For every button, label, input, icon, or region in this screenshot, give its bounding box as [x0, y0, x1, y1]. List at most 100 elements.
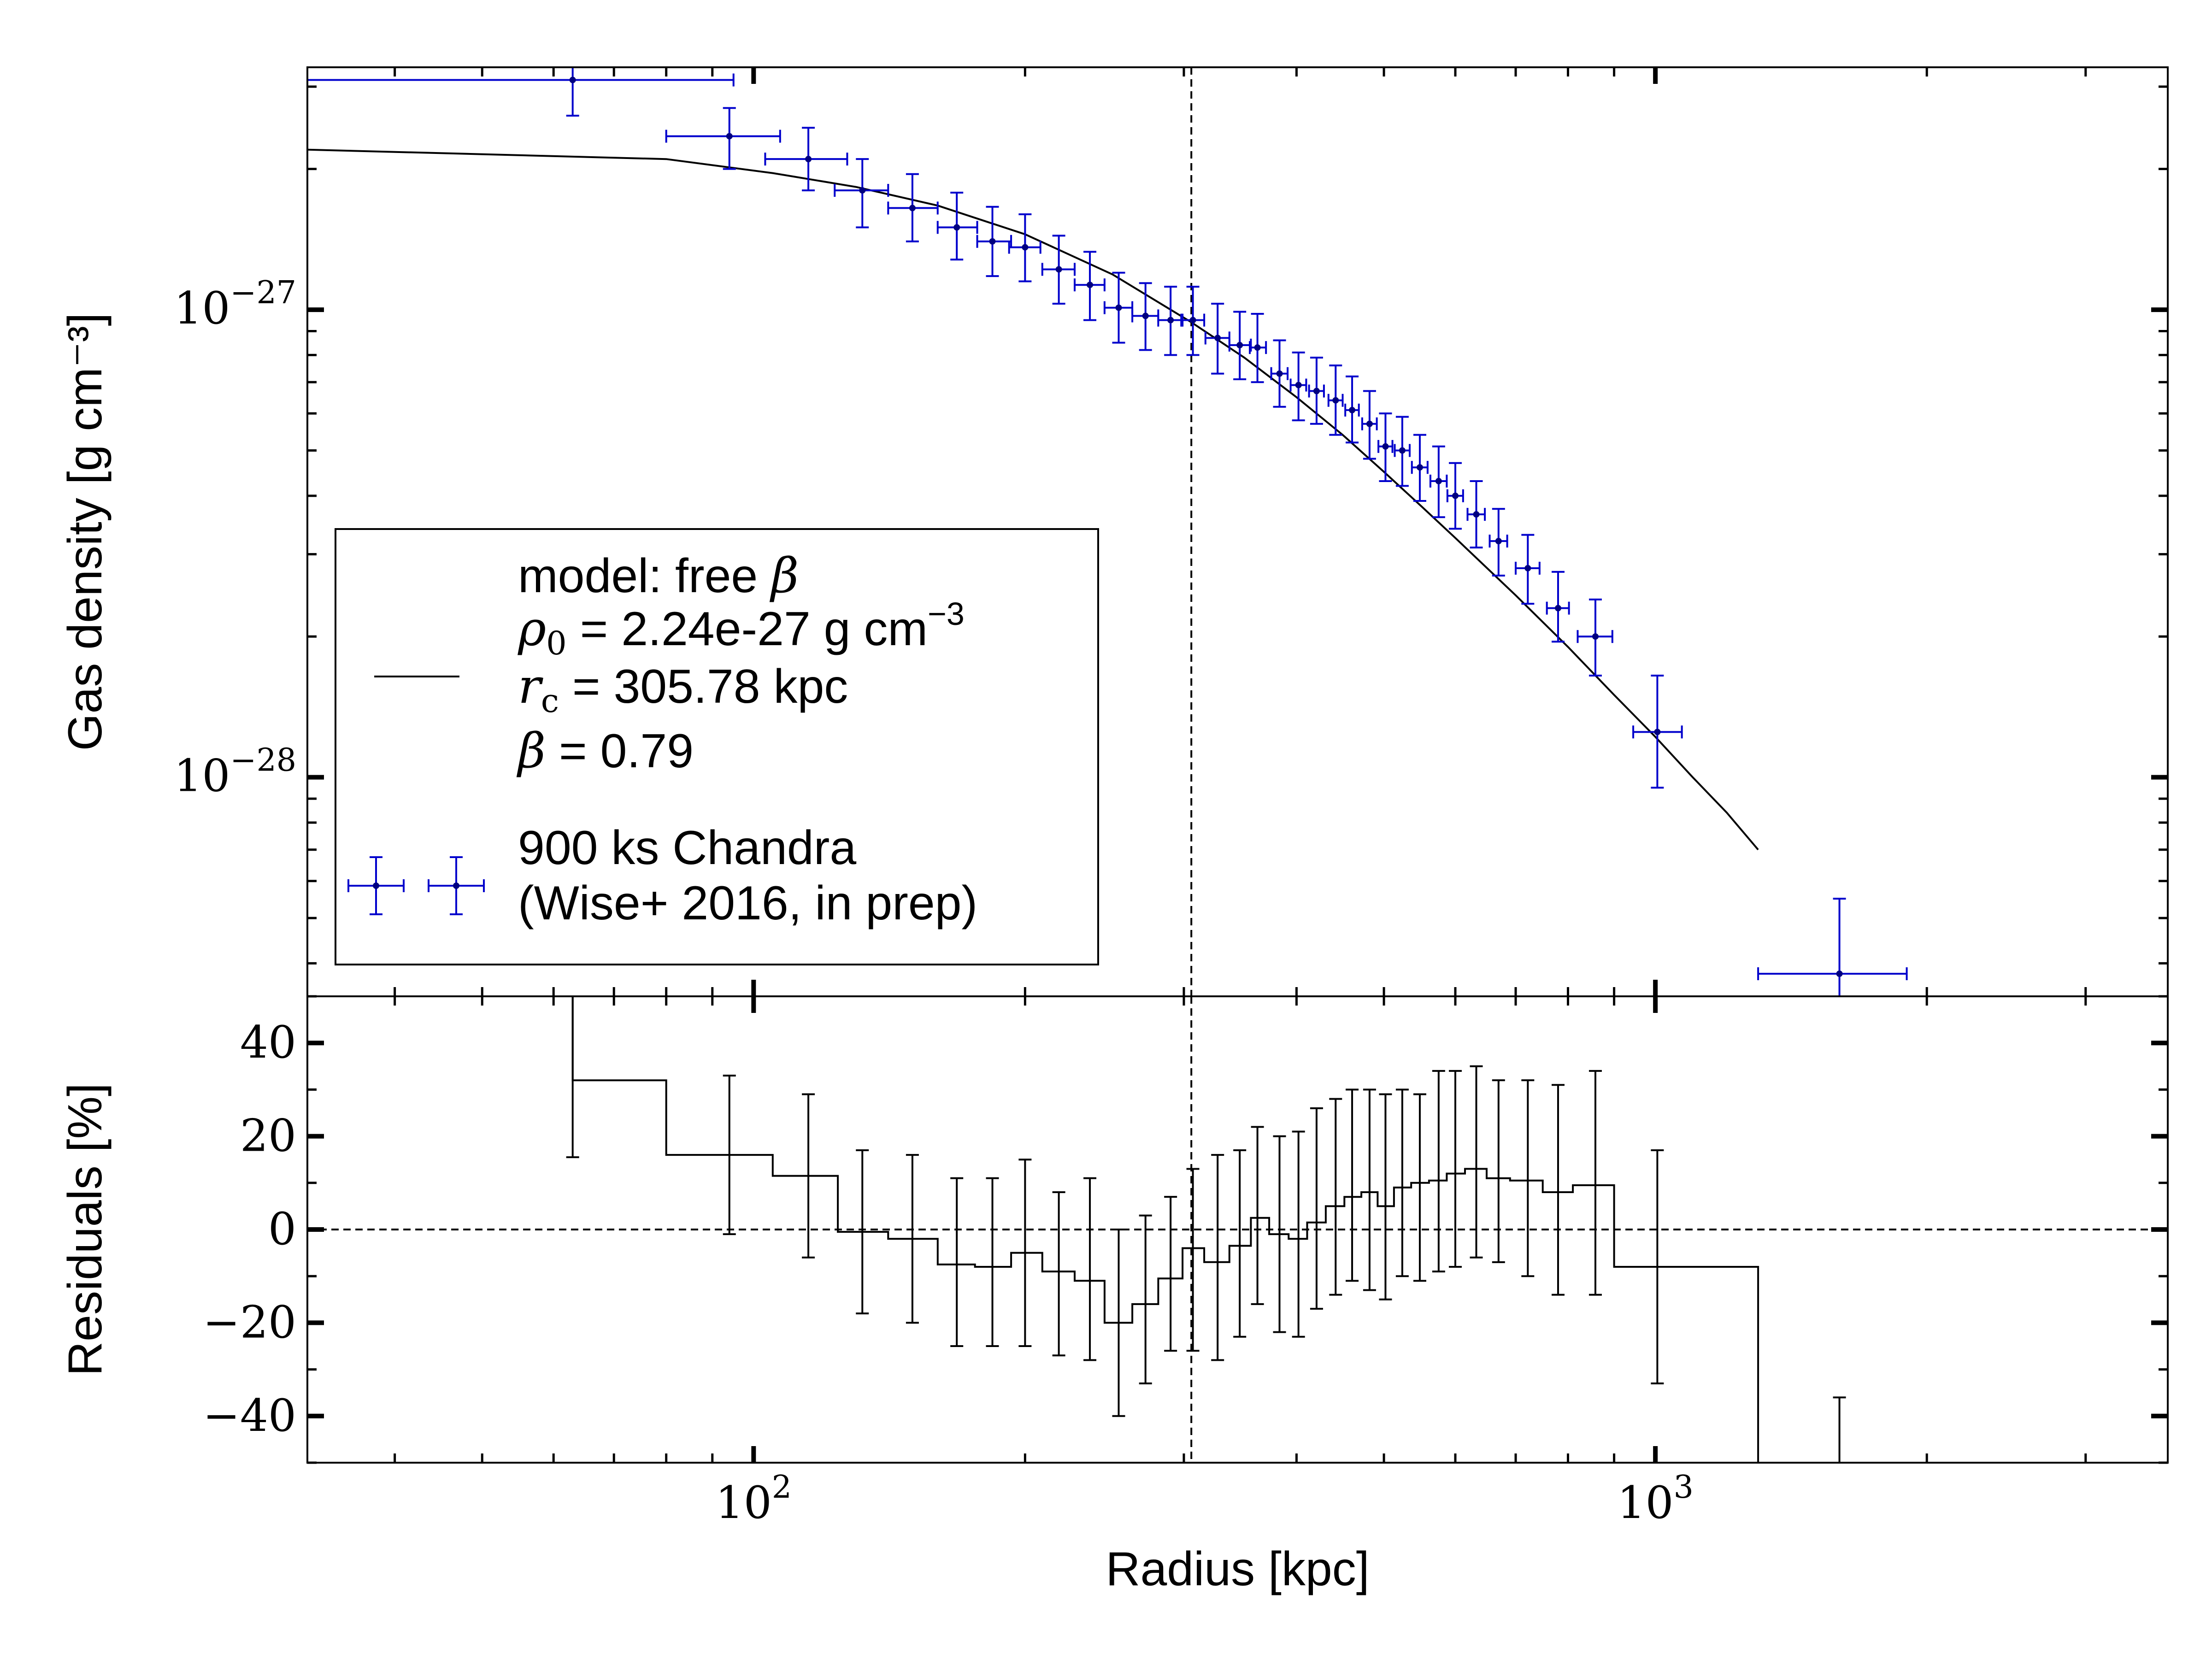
residual-error-bar: [1588, 1070, 1602, 1296]
data-marker: [1366, 420, 1373, 427]
data-point: [1308, 356, 1325, 425]
data-marker: [1382, 443, 1389, 450]
residuals-y-axis-label: Residuals [%]: [59, 1083, 112, 1376]
legend: model: free βρ0 = 2.24e-27 g cm−3rc = 30…: [335, 528, 1099, 965]
residual-error-bar: [1164, 1196, 1177, 1352]
residual-error-bar: [1395, 1088, 1409, 1277]
legend-data-swatch: [347, 856, 405, 915]
data-point: [1377, 412, 1394, 482]
residual-error-bar: [1551, 1084, 1565, 1296]
residual-error-bar: [1363, 1088, 1376, 1291]
data-marker: [1399, 447, 1406, 454]
data-point: [1180, 286, 1206, 356]
y-tick-label: 10−28: [174, 742, 296, 802]
data-point: [1204, 303, 1230, 375]
x-tick-label: 103: [1617, 1469, 1693, 1529]
data-point: [1103, 271, 1134, 344]
residual-error-bar: [1329, 1098, 1342, 1296]
data-marker: [1524, 565, 1531, 571]
data-point: [1757, 898, 1908, 996]
data-point: [1008, 213, 1041, 282]
beta-model-curve: [307, 148, 1759, 851]
legend-model-param: rc = 305.78 kpc: [518, 658, 848, 720]
data-point: [1074, 251, 1106, 321]
residuals-plot-area: [307, 996, 2168, 1463]
residual-error-bar: [1211, 1154, 1224, 1361]
data-point: [1466, 480, 1486, 549]
residual-error-bar: [1083, 1177, 1097, 1361]
data-point: [1228, 311, 1252, 380]
residual-error-bar: [1186, 1168, 1200, 1352]
y-tick-label: 0: [268, 1203, 296, 1255]
data-point: [976, 206, 1012, 277]
data-point: [665, 107, 781, 170]
residual-error-bar: [1651, 1149, 1664, 1384]
residual-error-bar: [1521, 1079, 1535, 1277]
data-point: [1327, 364, 1344, 436]
residual-error-bar: [1432, 1070, 1445, 1273]
residual-error-bar: [906, 1154, 919, 1324]
data-marker: [1313, 388, 1320, 394]
residual-error-bar: [1273, 1135, 1286, 1333]
data-point: [1577, 598, 1613, 677]
legend-data-swatch: [428, 856, 485, 915]
data-point: [1344, 375, 1360, 444]
data-marker: [1295, 382, 1302, 388]
density-panel: 10−27 10−28 Gas density [g cm⁻³] model: f…: [59, 66, 2169, 997]
density-axis-ticks: 10−27 10−28: [174, 67, 2168, 996]
data-point: [1249, 312, 1267, 383]
data-marker: [1214, 335, 1221, 341]
legend-box: [335, 528, 1099, 965]
data-marker: [569, 76, 576, 83]
data-point: [1131, 282, 1159, 351]
residual-error-bar: [1112, 1229, 1125, 1417]
data-point: [1394, 416, 1411, 487]
x-tick-label: 102: [716, 1469, 792, 1529]
residual-error-bar: [802, 1093, 815, 1259]
legend-data-label: 900 ks Chandra: [518, 821, 856, 875]
data-marker: [1189, 317, 1196, 324]
residual-error-bar: [1413, 1093, 1426, 1282]
data-point: [1270, 339, 1289, 408]
legend-data-label: (Wise+ 2016, in prep): [518, 877, 977, 930]
data-point: [307, 67, 735, 117]
data-marker: [1236, 341, 1243, 348]
data-point: [1429, 445, 1448, 518]
residual-error-bar: [1018, 1159, 1032, 1347]
data-point: [1289, 351, 1307, 422]
residual-error-bar: [1470, 1065, 1483, 1259]
y-tick-label: 10−27: [174, 275, 296, 334]
residuals-panel: 102 103 40 20 0 −20 −40 Residuals [%] Radius […: [59, 995, 2169, 1596]
residual-error-bar: [950, 1177, 964, 1347]
residual-error-bar: [1233, 1149, 1247, 1338]
residual-error-bar: [1251, 1126, 1264, 1305]
residual-error-bar: [566, 996, 579, 1159]
legend-model-param: ρ0 = 2.24e-27 g cm−3: [518, 596, 965, 662]
data-point: [1411, 434, 1429, 502]
data-marker: [1087, 282, 1094, 288]
data-point: [1488, 508, 1508, 577]
data-marker: [909, 205, 916, 212]
residual-error-bar: [1833, 1396, 1846, 1463]
data-point: [936, 192, 978, 261]
residual-error-bar: [1449, 1070, 1462, 1268]
data-point: [1515, 534, 1541, 605]
data-marker: [1592, 633, 1599, 640]
data-marker: [859, 187, 866, 194]
legend-data-marker: [453, 882, 459, 889]
data-marker: [1554, 605, 1561, 612]
density-plot-area: [307, 67, 1908, 996]
residual-error-bar: [1052, 1191, 1065, 1357]
data-marker: [1055, 266, 1062, 273]
data-marker: [1167, 317, 1174, 324]
data-marker: [1142, 312, 1149, 319]
y-tick-label: 20: [240, 1110, 296, 1162]
data-marker: [1276, 370, 1283, 377]
residual-error-bar: [1310, 1107, 1323, 1310]
residual-error-bar: [1346, 1088, 1359, 1282]
data-point: [834, 158, 889, 229]
data-point: [1446, 462, 1464, 530]
data-marker: [805, 156, 812, 163]
